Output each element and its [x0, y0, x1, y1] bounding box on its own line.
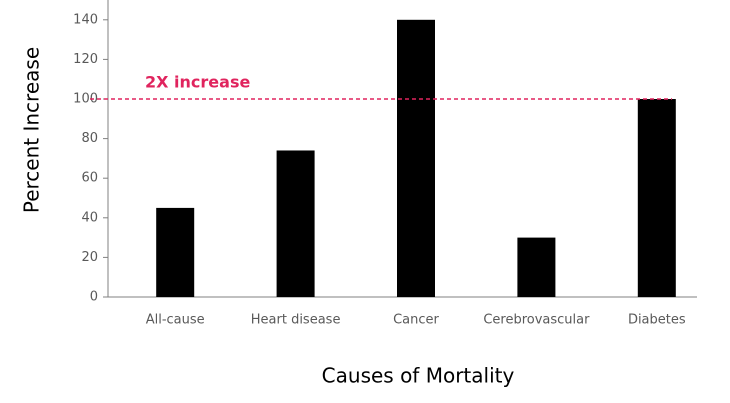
bar	[276, 150, 315, 297]
x-tick-label: Cerebrovascular	[483, 313, 590, 328]
y-tick-label: 0	[90, 290, 98, 305]
bar	[156, 207, 195, 297]
bar	[397, 19, 435, 298]
y-tick-label: 20	[81, 250, 98, 265]
x-axis-title: Causes of Mortality	[322, 364, 515, 388]
x-tick-label: All-cause	[146, 313, 205, 328]
y-axis-title: Percent Increase	[20, 47, 44, 213]
bar	[517, 237, 556, 297]
bar	[637, 99, 676, 297]
y-tick-label: 100	[73, 92, 98, 107]
y-tick-label: 120	[73, 52, 98, 67]
x-tick-label: Diabetes	[628, 313, 686, 328]
y-tick-label: 140	[73, 12, 98, 27]
y-tick-label: 60	[81, 171, 98, 186]
y-tick-label: 40	[81, 210, 98, 225]
x-tick-label: Heart disease	[251, 313, 341, 328]
y-tick-label: 80	[81, 131, 98, 146]
x-tick-label: Cancer	[393, 313, 439, 328]
reference-label: 2X increase	[145, 73, 250, 92]
